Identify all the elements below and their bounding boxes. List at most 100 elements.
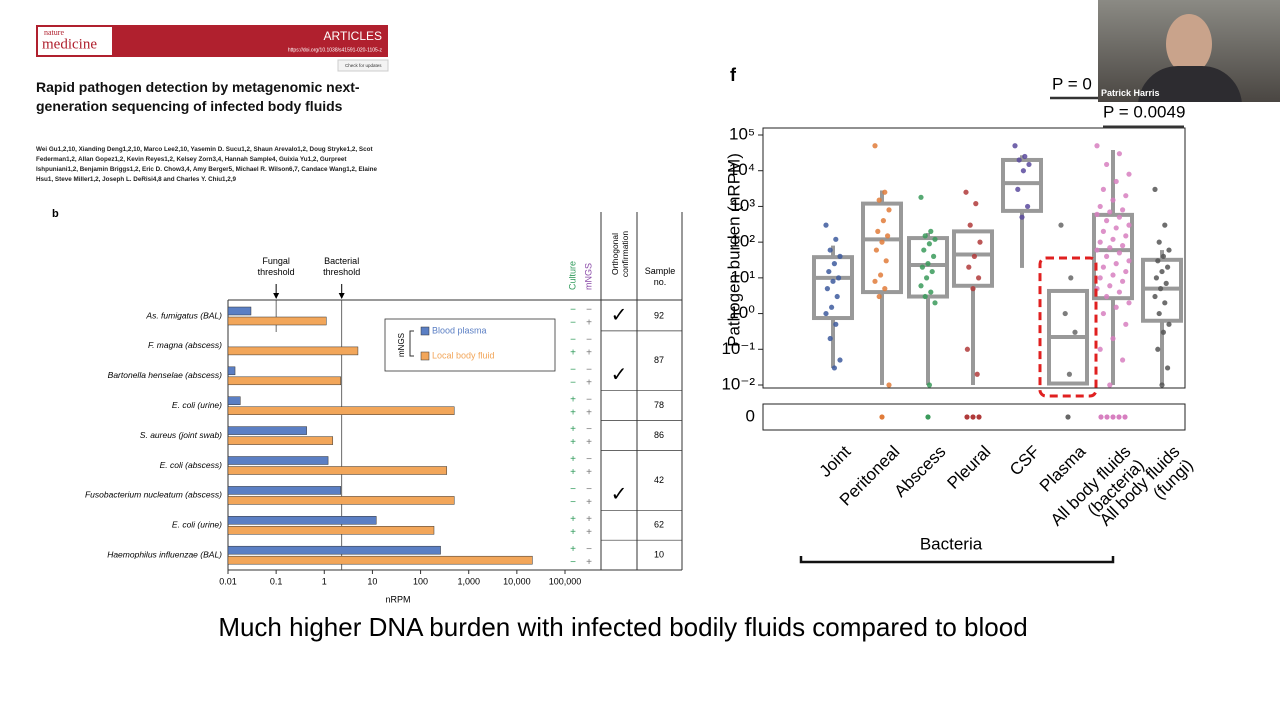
highlight-box [1038, 256, 1098, 398]
category-label: F. magna (abscess) [148, 340, 222, 350]
logo-box [38, 27, 112, 55]
sign: − [586, 544, 592, 555]
point [1126, 258, 1132, 264]
point [926, 382, 933, 388]
point [1166, 247, 1172, 253]
point [928, 228, 934, 234]
x-axis-label: nRPM [385, 594, 410, 604]
point [1153, 275, 1159, 281]
group-label: Bacteria [920, 534, 983, 553]
point [1155, 346, 1161, 352]
point [929, 268, 935, 275]
point [827, 335, 833, 342]
sign: + [586, 497, 592, 508]
point [1026, 161, 1032, 168]
point [1110, 236, 1116, 242]
legend-label: Local body fluid [432, 350, 495, 360]
bar [227, 406, 455, 415]
point [932, 236, 938, 242]
sign: + [570, 544, 576, 555]
point [1107, 283, 1113, 289]
point [1165, 264, 1171, 270]
point [1104, 161, 1110, 168]
sign: − [586, 424, 592, 435]
x-tick-label: 0.01 [219, 576, 237, 586]
sign: − [570, 335, 576, 346]
sign: − [570, 305, 576, 316]
article-title: Rapid pathogen detection by metagenomic … [36, 79, 360, 114]
bar [227, 396, 241, 405]
point [1107, 382, 1113, 388]
point [976, 275, 982, 281]
zero-point [1122, 414, 1128, 420]
category-label: Bartonella henselae (abscess) [108, 370, 223, 380]
point [1160, 329, 1166, 335]
point [1120, 278, 1126, 284]
point [1123, 268, 1129, 275]
point [919, 264, 926, 270]
point [882, 286, 888, 292]
sign: + [586, 467, 592, 478]
point [883, 258, 889, 264]
point [973, 201, 979, 207]
zero-point [1110, 414, 1116, 420]
box [861, 201, 903, 295]
bar [227, 555, 533, 565]
legend-swatch [420, 326, 430, 336]
point [823, 222, 829, 228]
column-header: Culture [567, 261, 577, 290]
point [1107, 209, 1113, 215]
bar [227, 466, 448, 475]
point [928, 289, 934, 295]
point [925, 261, 931, 267]
y-axis-label: Pathogen burden (nRPM) [724, 153, 743, 347]
x-tick-label: 0.1 [270, 576, 283, 586]
section: ARTICLES [324, 29, 382, 43]
point [1120, 207, 1126, 213]
sign: − [570, 557, 576, 568]
point [970, 286, 976, 292]
x-tick-label: 100 [413, 576, 428, 586]
sign: + [586, 348, 592, 359]
authors: Wei Gu1,2,10, Xianding Deng1,2,10, Marco… [36, 146, 378, 183]
x-tick-label: 1,000 [457, 576, 480, 586]
point [1116, 214, 1122, 220]
updates-button[interactable] [337, 59, 389, 72]
point [1113, 304, 1119, 310]
point [1066, 371, 1072, 377]
point [1126, 222, 1132, 228]
sign: + [570, 437, 576, 448]
point [918, 283, 924, 289]
sign: + [586, 437, 592, 448]
point [971, 253, 978, 259]
zero-point [1116, 414, 1122, 420]
point [918, 194, 924, 200]
x-tick-label: 100,000 [549, 576, 582, 586]
point [1162, 222, 1168, 228]
bar [227, 436, 334, 445]
zero-point [970, 414, 976, 420]
bar [227, 516, 377, 525]
point [1058, 222, 1064, 228]
bar [227, 316, 327, 326]
sign: + [586, 514, 592, 525]
point [1104, 253, 1110, 259]
p-value: P = 0 [1052, 74, 1092, 93]
sign: − [586, 364, 592, 375]
point [1097, 239, 1103, 245]
doi: https://doi.org/10.1038/s41591-020-1105-… [288, 47, 383, 53]
sign: + [570, 527, 576, 538]
y-tick-label: 10¹ [730, 267, 755, 286]
sample-no: 87 [654, 355, 664, 365]
point [1100, 310, 1106, 317]
sign: + [570, 407, 576, 418]
zero-point [964, 414, 970, 420]
point [977, 239, 983, 245]
sign: − [570, 497, 576, 508]
column-header: mNGS [583, 263, 593, 290]
bar [227, 376, 342, 386]
zero-frame [762, 403, 1186, 431]
point [921, 247, 927, 253]
sign: − [570, 484, 576, 495]
point [1019, 214, 1025, 220]
